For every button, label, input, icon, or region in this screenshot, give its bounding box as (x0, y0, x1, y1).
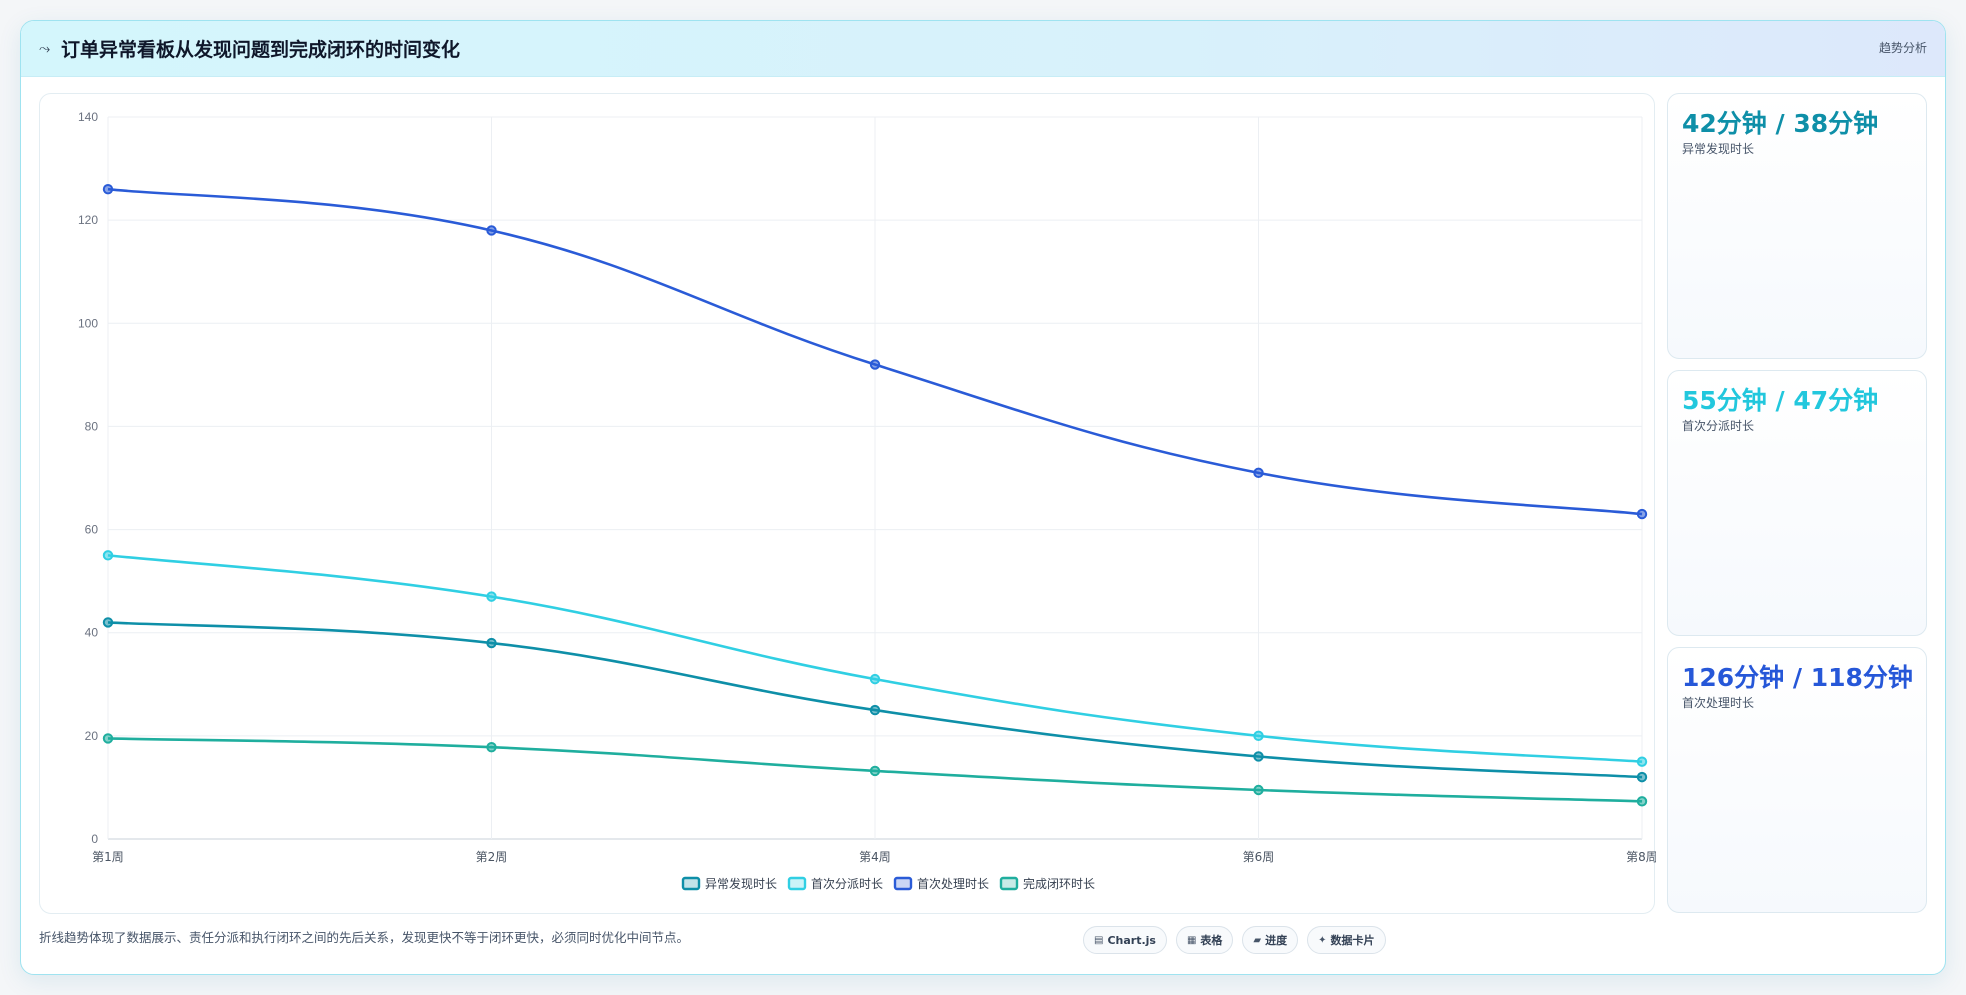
data-point (1253, 467, 1264, 479)
data-point (102, 617, 114, 628)
y-tick-label: 140 (78, 110, 98, 124)
data-point (1636, 796, 1648, 807)
data-point (486, 742, 497, 753)
data-point (869, 765, 881, 777)
data-point (1253, 784, 1264, 796)
line-chart-panel: 0 20 40 60 80 100 120 140 第1周 第2周 第4周 第6周 第8周异常发现时长 首… (39, 93, 1656, 914)
x-tick-label: 第1周 (92, 850, 124, 864)
legend-label: 首次处理时长 (917, 877, 989, 891)
tech-chips: ▤ Chart.js ▦ 表格 ▰ 进度 ✦ 数据卡片 (1083, 926, 1386, 954)
data-point (102, 184, 114, 195)
y-tick-label: 120 (78, 213, 98, 227)
y-tick-label: 40 (85, 626, 99, 640)
chip-label: 进度 (1265, 934, 1288, 947)
trend-line-icon: ⤳ (39, 40, 51, 57)
data-point (869, 359, 881, 370)
chip-label: Chart.js (1107, 933, 1156, 947)
chip-data-card[interactable]: ✦ 数据卡片 (1307, 926, 1386, 954)
data-point (486, 637, 497, 649)
y-tick-label: 60 (85, 523, 99, 537)
dashboard-card: ⤳ 订单异常看板从发现问题到完成闭环的时间变化 趋势分析 0 20 40 60 80 10… (20, 20, 1946, 975)
summary-value: 55分钟 / 47分钟 (1682, 386, 1879, 415)
data-point (1636, 771, 1648, 783)
summary-label: 首次处理时长 (1682, 696, 1755, 710)
data-point (1636, 756, 1648, 767)
data-point (1253, 730, 1264, 742)
legend-label: 首次分派时长 (811, 877, 883, 891)
chip-table[interactable]: ▦ 表格 (1175, 926, 1234, 954)
legend-swatch (787, 876, 807, 891)
y-tick-label: 80 (85, 419, 99, 433)
card-header: ⤳ 订单异常看板从发现问题到完成闭环的时间变化 趋势分析 (21, 21, 1945, 77)
summary-card-handling: 126分钟 / 118分钟 首次处理时长 (1667, 647, 1927, 913)
data-point (486, 591, 497, 602)
progress-icon: ▰ (1253, 934, 1262, 946)
y-tick-label: 100 (78, 316, 98, 330)
legend-swatch (999, 876, 1019, 891)
table-icon: ▦ (1186, 934, 1197, 946)
x-tick-label: 第6周 (1243, 850, 1275, 864)
legend-label: 完成闭环时长 (1023, 876, 1095, 891)
page-title: 订单异常看板从发现问题到完成闭环的时间变化 (61, 39, 461, 61)
data-point (1636, 508, 1648, 520)
data-point (869, 704, 881, 716)
summary-card-discovery: 42分钟 / 38分钟 异常发现时长 (1667, 93, 1927, 359)
trend-analysis-tag: 趋势分析 (1878, 41, 1927, 55)
chip-label: 表格 (1200, 934, 1223, 947)
x-tick-label: 第4周 (859, 850, 891, 864)
legend-swatch (681, 876, 701, 891)
x-tick-label: 第2周 (476, 850, 508, 864)
legend-label: 异常发现时长 (705, 876, 777, 891)
card-icon: ✦ (1318, 934, 1327, 946)
x-tick-label: 第8周 (1626, 850, 1656, 864)
chart-icon: ▤ (1094, 934, 1104, 946)
data-point (102, 733, 114, 744)
chip-label: 数据卡片 (1330, 934, 1375, 947)
summary-value: 126分钟 / 118分钟 (1682, 663, 1913, 692)
data-point (869, 673, 881, 685)
data-point (486, 225, 497, 236)
summary-card-dispatch: 55分钟 / 47分钟 首次分派时长 (1667, 370, 1927, 636)
legend-swatch (893, 876, 913, 891)
data-point (102, 550, 114, 561)
y-tick-label: 0 (91, 832, 98, 846)
summary-label: 首次分派时长 (1682, 419, 1755, 433)
data-point (1253, 751, 1264, 762)
chip-progress[interactable]: ▰ 进度 (1242, 926, 1299, 954)
summary-label: 异常发现时长 (1682, 142, 1755, 156)
y-tick-label: 20 (85, 729, 99, 743)
footer-note: 折线趋势体现了数据展示、责任分派和执行闭环之间的先后关系，发现更快不等于闭环更快… (39, 930, 690, 945)
chip-chartjs[interactable]: ▤ Chart.js (1083, 926, 1167, 954)
title-group: ⤳ 订单异常看板从发现问题到完成闭环的时间变化 (39, 35, 460, 62)
summary-value: 42分钟 / 38分钟 (1682, 109, 1879, 138)
